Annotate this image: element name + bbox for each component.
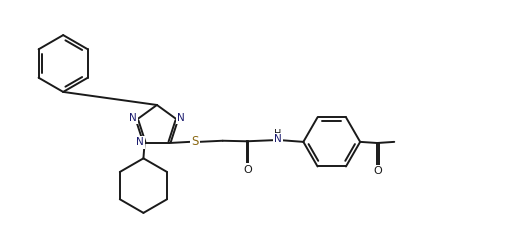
Text: H: H (274, 130, 281, 140)
Text: O: O (374, 166, 382, 176)
Text: O: O (243, 165, 252, 175)
Text: N: N (135, 137, 143, 147)
Text: N: N (274, 134, 282, 144)
Text: N: N (129, 113, 137, 123)
Text: N: N (177, 113, 185, 123)
Text: S: S (191, 135, 199, 148)
